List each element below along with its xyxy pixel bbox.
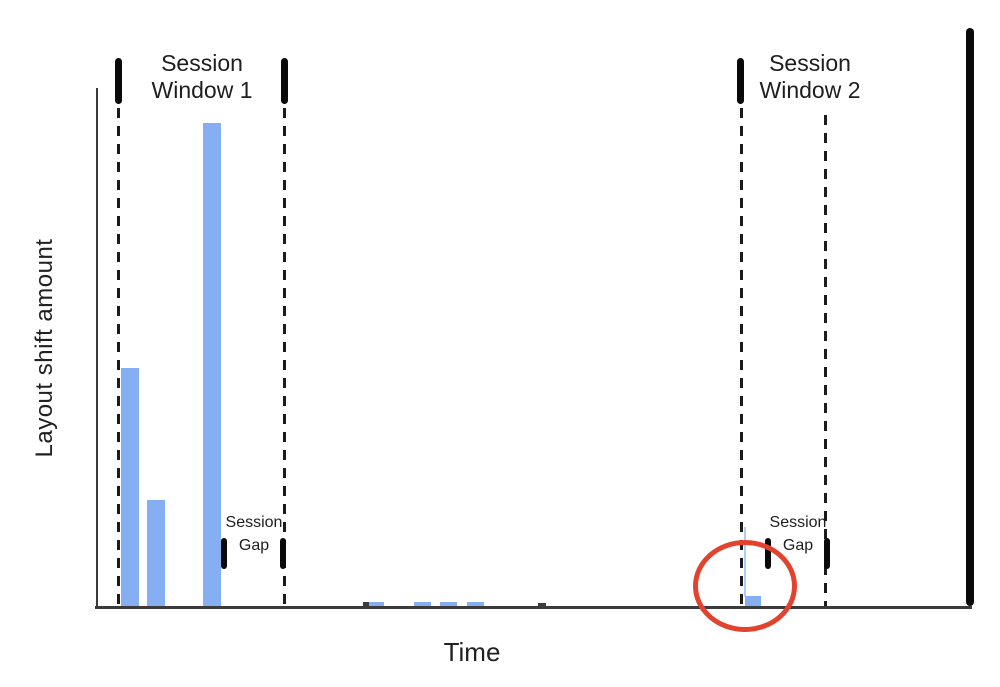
window2-start-tick <box>737 58 744 104</box>
gap1-end-tick <box>280 538 286 569</box>
session-gap-2-label-line2: Gap <box>782 537 814 554</box>
layout-shift-bar <box>121 368 139 606</box>
window1-end-tick <box>281 58 288 104</box>
window2-end-dashed-line <box>824 115 827 606</box>
x-axis-label: Time <box>443 637 501 667</box>
layout-shift-bar <box>203 123 221 606</box>
session-window-1-label-line1: Session <box>161 50 243 76</box>
window1-start-tick <box>115 58 122 104</box>
session-window-1-label: Session Window 1 <box>102 50 302 104</box>
highlight-circle <box>693 540 797 632</box>
session-window-2-label-line2: Window 2 <box>759 77 861 103</box>
session-gap-2-label: Session Gap <box>743 511 853 557</box>
y-axis-line <box>96 88 98 607</box>
layout-shift-bar <box>440 602 457 606</box>
session-gap-1-label-line1: Session <box>225 514 283 531</box>
session-window-1-label-line2: Window 1 <box>151 77 253 103</box>
session-window-2-label: Session Window 2 <box>710 50 910 104</box>
gap1-start-tick <box>221 538 227 569</box>
x-axis-line <box>95 606 972 609</box>
window2-start-dashed-line <box>740 108 743 606</box>
layout-shift-bar <box>147 500 165 606</box>
layout-shift-bar <box>369 602 384 606</box>
window1-end-dashed-line <box>283 108 286 606</box>
layout-shift-bar <box>414 602 431 606</box>
layout-shift-bar <box>467 602 484 606</box>
session-gap-2-label-line1: Session <box>769 514 827 531</box>
session-gap-1-label-line2: Gap <box>238 537 270 554</box>
layout-shift-bar <box>363 602 372 606</box>
session-window-2-label-line1: Session <box>769 50 851 76</box>
window1-start-dashed-line <box>117 108 120 606</box>
layout-shift-bar <box>538 603 546 606</box>
gap2-end-tick <box>824 538 830 569</box>
timeline-end-marker <box>966 28 974 606</box>
session-gap-1-label: Session Gap <box>199 511 309 557</box>
